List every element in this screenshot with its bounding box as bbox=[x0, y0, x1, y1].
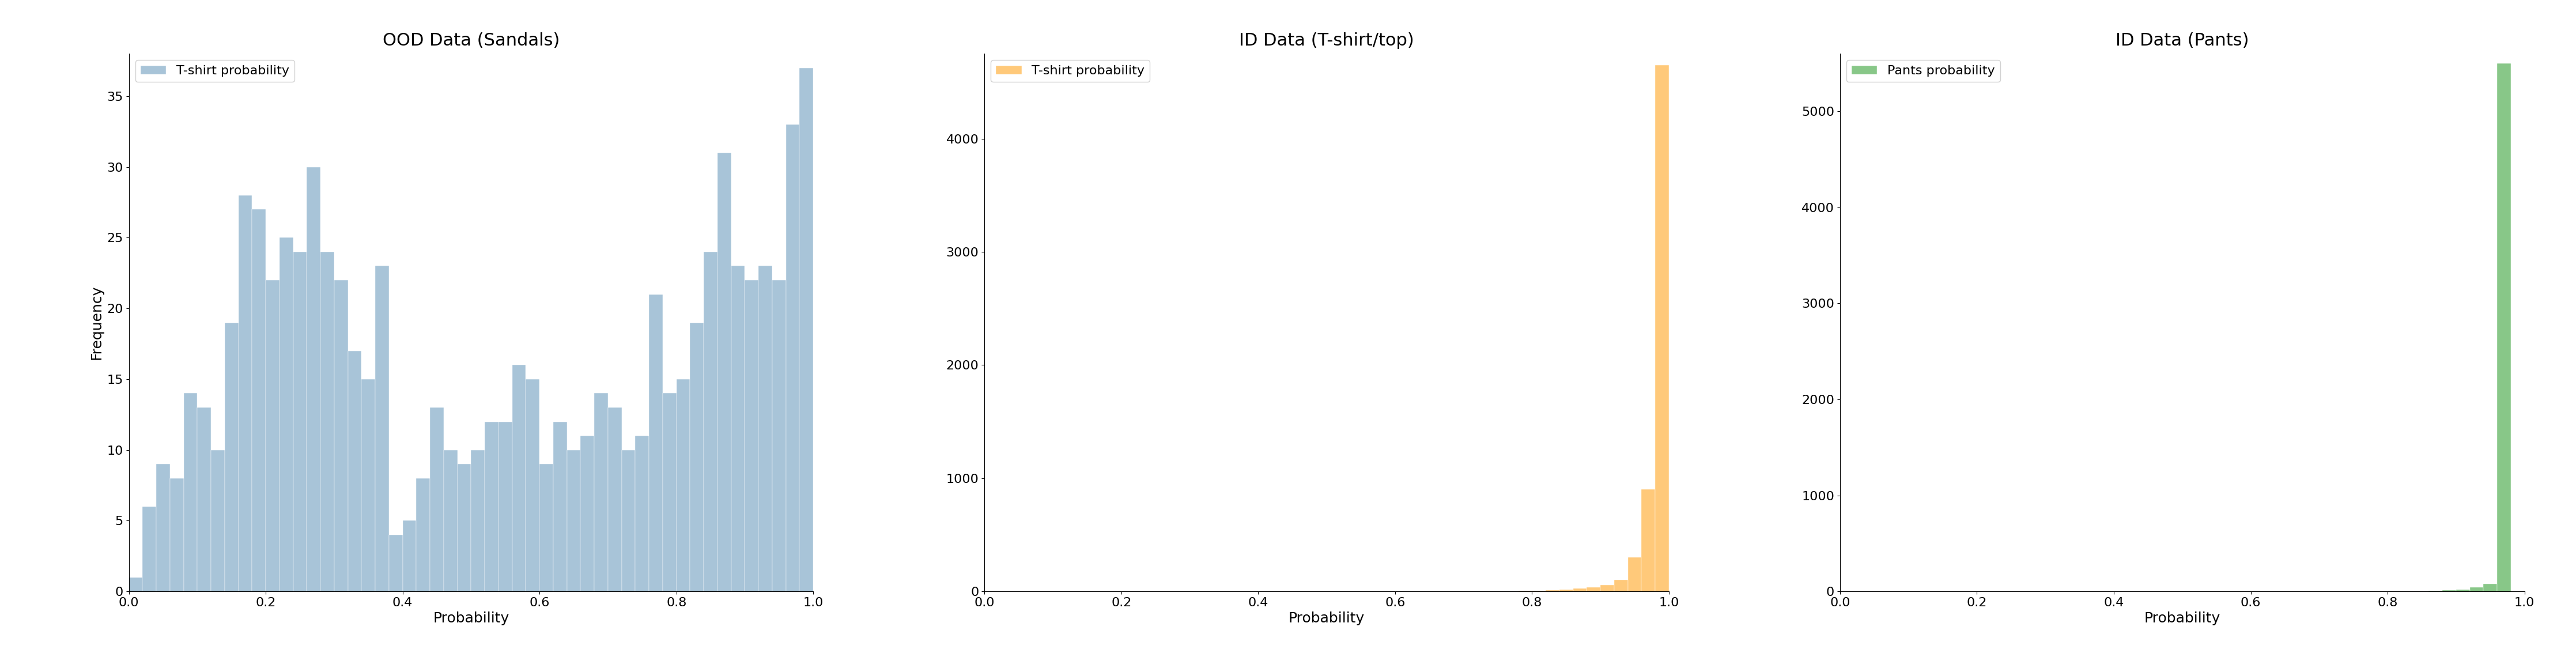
Bar bbox=[2483, 584, 2496, 591]
Y-axis label: Frequency: Frequency bbox=[90, 286, 103, 360]
X-axis label: Probability: Probability bbox=[2143, 612, 2221, 626]
Title: ID Data (T-shirt/top): ID Data (T-shirt/top) bbox=[1239, 32, 1414, 49]
Bar bbox=[198, 407, 211, 591]
Bar bbox=[170, 478, 183, 591]
Bar bbox=[580, 435, 595, 591]
Bar bbox=[786, 124, 799, 591]
Bar bbox=[389, 535, 402, 591]
Bar bbox=[294, 252, 307, 591]
Bar bbox=[278, 238, 294, 591]
Bar bbox=[240, 196, 252, 591]
Bar bbox=[799, 68, 814, 591]
Bar bbox=[719, 153, 732, 591]
Bar bbox=[621, 450, 636, 591]
Bar bbox=[459, 464, 471, 591]
Bar bbox=[402, 521, 417, 591]
Legend: Pants probability: Pants probability bbox=[1847, 60, 1999, 82]
Bar bbox=[157, 464, 170, 591]
Title: OOD Data (Sandals): OOD Data (Sandals) bbox=[381, 32, 559, 49]
Bar bbox=[595, 393, 608, 591]
Title: ID Data (Pants): ID Data (Pants) bbox=[2115, 32, 2249, 49]
Bar bbox=[361, 379, 376, 591]
Bar bbox=[224, 323, 240, 591]
Bar bbox=[1615, 580, 1628, 591]
Bar bbox=[211, 450, 224, 591]
Bar bbox=[376, 266, 389, 591]
Bar bbox=[335, 280, 348, 591]
Bar bbox=[649, 294, 662, 591]
Bar bbox=[677, 379, 690, 591]
Bar bbox=[1600, 585, 1615, 591]
Bar bbox=[1558, 589, 1574, 591]
Bar bbox=[265, 280, 278, 591]
X-axis label: Probability: Probability bbox=[433, 612, 510, 626]
Bar bbox=[252, 210, 265, 591]
Bar bbox=[538, 464, 554, 591]
Legend: T-shirt probability: T-shirt probability bbox=[992, 60, 1149, 82]
Bar bbox=[757, 266, 773, 591]
Bar bbox=[307, 167, 319, 591]
Bar bbox=[773, 280, 786, 591]
Bar bbox=[608, 407, 621, 591]
Bar bbox=[744, 280, 757, 591]
Legend: T-shirt probability: T-shirt probability bbox=[134, 60, 294, 82]
Bar bbox=[497, 421, 513, 591]
X-axis label: Probability: Probability bbox=[1288, 612, 1365, 626]
Bar bbox=[636, 435, 649, 591]
Bar bbox=[1641, 489, 1656, 591]
Bar bbox=[690, 323, 703, 591]
Bar bbox=[1546, 590, 1558, 591]
Bar bbox=[484, 421, 497, 591]
Bar bbox=[142, 507, 157, 591]
Bar bbox=[703, 252, 719, 591]
Bar bbox=[1628, 557, 1641, 591]
Bar bbox=[554, 421, 567, 591]
Bar bbox=[513, 365, 526, 591]
Bar bbox=[567, 450, 580, 591]
Bar bbox=[2496, 63, 2512, 591]
Bar bbox=[732, 266, 744, 591]
Bar bbox=[1656, 65, 1669, 591]
Bar bbox=[662, 393, 677, 591]
Bar bbox=[348, 351, 361, 591]
Bar bbox=[129, 577, 142, 591]
Bar bbox=[183, 393, 198, 591]
Bar bbox=[2455, 589, 2470, 591]
Bar bbox=[471, 450, 484, 591]
Bar bbox=[1587, 587, 1600, 591]
Bar bbox=[2470, 587, 2483, 591]
Bar bbox=[526, 379, 538, 591]
Bar bbox=[1574, 589, 1587, 591]
Bar bbox=[443, 450, 459, 591]
Bar bbox=[319, 252, 335, 591]
Bar bbox=[430, 407, 443, 591]
Bar bbox=[417, 478, 430, 591]
